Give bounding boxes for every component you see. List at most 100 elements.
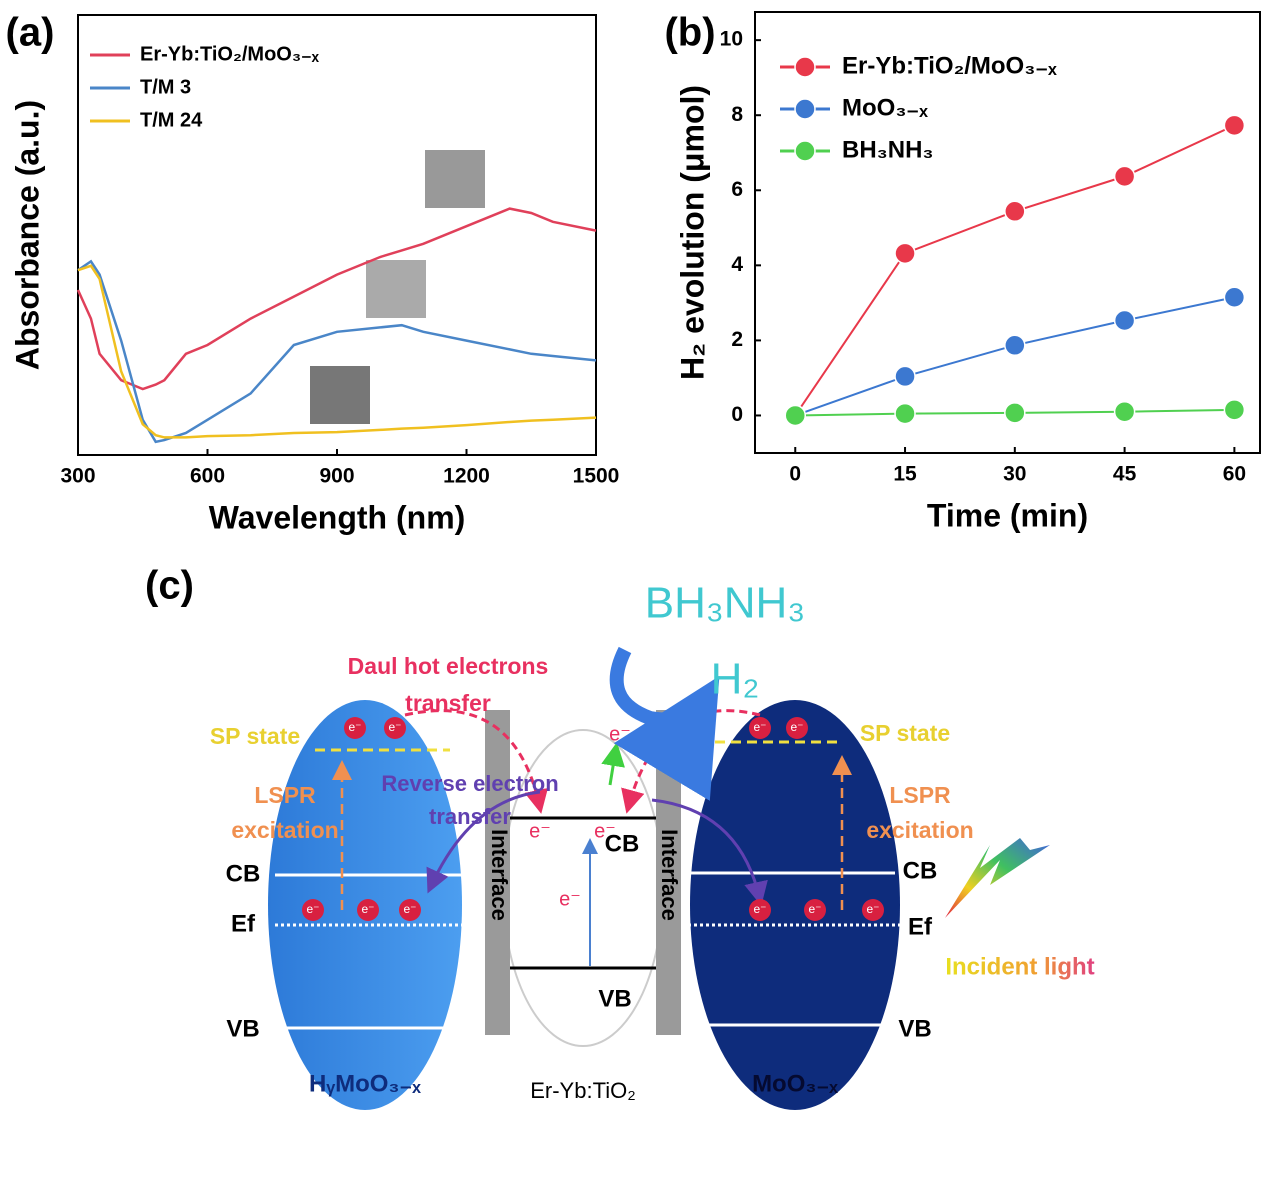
- electron-dot: [749, 717, 771, 739]
- ef-label: Ef: [231, 910, 256, 937]
- electron-label: e⁻: [866, 902, 879, 916]
- electron-dot: [344, 717, 366, 739]
- legend-label: BH₃NH₃: [842, 136, 934, 163]
- marker: [894, 242, 916, 265]
- panel-label: (b): [664, 11, 715, 55]
- electron-dot: [302, 899, 324, 921]
- marker: [894, 365, 916, 388]
- electrons: e⁻ e⁻ e⁻ e⁻ e⁻ e⁻ e⁻ e⁻ e⁻ e⁻: [302, 717, 884, 921]
- lspr: LSPR: [254, 782, 316, 808]
- electron-label: e⁻: [753, 902, 766, 916]
- electron-dot: [786, 717, 808, 739]
- series-line: [77, 259, 597, 444]
- electron-label: e⁻: [361, 902, 374, 916]
- reverse-transfer: Reverse electron: [381, 771, 558, 796]
- electron-dot: [357, 899, 379, 921]
- lightning-icon: [945, 838, 1050, 918]
- series-line: [76, 207, 597, 391]
- electron-dot: [804, 899, 826, 921]
- electron-label: e⁻: [348, 720, 361, 734]
- x-tick-label: 300: [60, 465, 95, 488]
- lspr: excitation: [231, 817, 338, 843]
- electron-label: e⁻: [753, 720, 766, 734]
- cb-label: CB: [903, 857, 938, 884]
- interface-bar: [485, 710, 510, 1035]
- interface-label: Interface: [657, 829, 682, 921]
- diagram: (c) e⁻ e⁻ e⁻ e⁻ e⁻ e⁻ e⁻ e⁻ e⁻ e⁻ BH₃NH₃ H₂ Daul …: [145, 564, 1095, 1110]
- sem-inset: [310, 366, 370, 424]
- x-tick-label: 900: [319, 465, 354, 488]
- left-material: HᵧMoO₃₋ₓ: [309, 1070, 421, 1097]
- vb-label: VB: [898, 1015, 931, 1042]
- right-material: MoO₃₋ₓ: [752, 1070, 838, 1097]
- panel-label: (c): [145, 564, 194, 608]
- electron-dot: [862, 899, 884, 921]
- series-line: [794, 296, 1235, 417]
- x-axis-label: Wavelength (nm): [209, 499, 466, 535]
- center-material: Er-Yb:TiO₂: [530, 1078, 636, 1103]
- marker: [784, 404, 807, 427]
- marker: [1004, 402, 1026, 424]
- lspr: excitation: [866, 817, 973, 843]
- y-tick-label: 6: [731, 178, 743, 201]
- marker: [1223, 399, 1246, 421]
- sem-inset: [425, 150, 485, 208]
- y-tick-label: 10: [720, 28, 743, 51]
- marker: [894, 402, 916, 425]
- lspr: LSPR: [889, 782, 951, 808]
- green-arrow: [601, 742, 625, 786]
- y-tick-label: 8: [731, 103, 743, 126]
- x-tick-label: 1500: [573, 465, 620, 488]
- sp-state: SP state: [860, 720, 950, 746]
- electron-label: e⁻: [808, 902, 821, 916]
- marker: [1223, 286, 1246, 308]
- legend-marker: [794, 140, 816, 162]
- electron-label: e⁻: [529, 820, 551, 842]
- x-axis-label: Time (min): [927, 497, 1088, 533]
- electron-label: e⁻: [609, 723, 631, 745]
- legend-label: MoO₃₋ₓ: [842, 94, 928, 121]
- legend-marker: [794, 56, 816, 78]
- x-tick-label: 60: [1223, 463, 1246, 486]
- y-axis-label: Absorbance (a.u.): [9, 100, 45, 370]
- marker: [1113, 309, 1136, 332]
- reactant: BH₃NH₃: [645, 579, 806, 628]
- series-line: [794, 124, 1235, 417]
- sem-inset: [366, 260, 426, 318]
- x-tick-label: 45: [1113, 463, 1137, 486]
- legend-label: T/M 24: [140, 109, 203, 131]
- electron-label: e⁻: [403, 902, 416, 916]
- vb-label: VB: [598, 985, 631, 1012]
- product: H₂: [711, 655, 760, 704]
- marker: [1004, 334, 1026, 357]
- legend-label: T/M 3: [140, 76, 191, 98]
- reaction-arrow: [609, 646, 720, 801]
- marker: [1004, 200, 1026, 223]
- cb-label: CB: [605, 830, 640, 857]
- x-tick-label: 30: [1003, 463, 1026, 486]
- y-tick-label: 4: [731, 253, 743, 276]
- electron-label: e⁻: [594, 820, 616, 842]
- vb-label: VB: [226, 1015, 259, 1042]
- electron-label: e⁻: [790, 720, 803, 734]
- electron-label: e⁻: [559, 888, 581, 910]
- ef-label: Ef: [908, 913, 933, 940]
- marker: [1113, 400, 1136, 423]
- reverse-transfer: transfer: [429, 804, 511, 829]
- sp-state: SP state: [210, 723, 300, 749]
- electron-dot: [384, 717, 406, 739]
- electron-label: e⁻: [388, 720, 401, 734]
- marker: [1223, 114, 1246, 137]
- hot-transfer: Daul hot electrons: [348, 653, 549, 679]
- x-tick-label: 0: [789, 463, 801, 486]
- legend-label: Er-Yb:TiO₂/MoO₃₋ₓ: [140, 43, 320, 65]
- y-tick-label: 0: [731, 403, 743, 426]
- hot-electron-arrow: [404, 709, 548, 814]
- panel-label: (a): [6, 11, 55, 55]
- right-ellipse: [690, 700, 900, 1110]
- electron-label: e⁻: [306, 902, 319, 916]
- interface-label: Interface: [487, 829, 512, 921]
- electron-dot: [399, 899, 421, 921]
